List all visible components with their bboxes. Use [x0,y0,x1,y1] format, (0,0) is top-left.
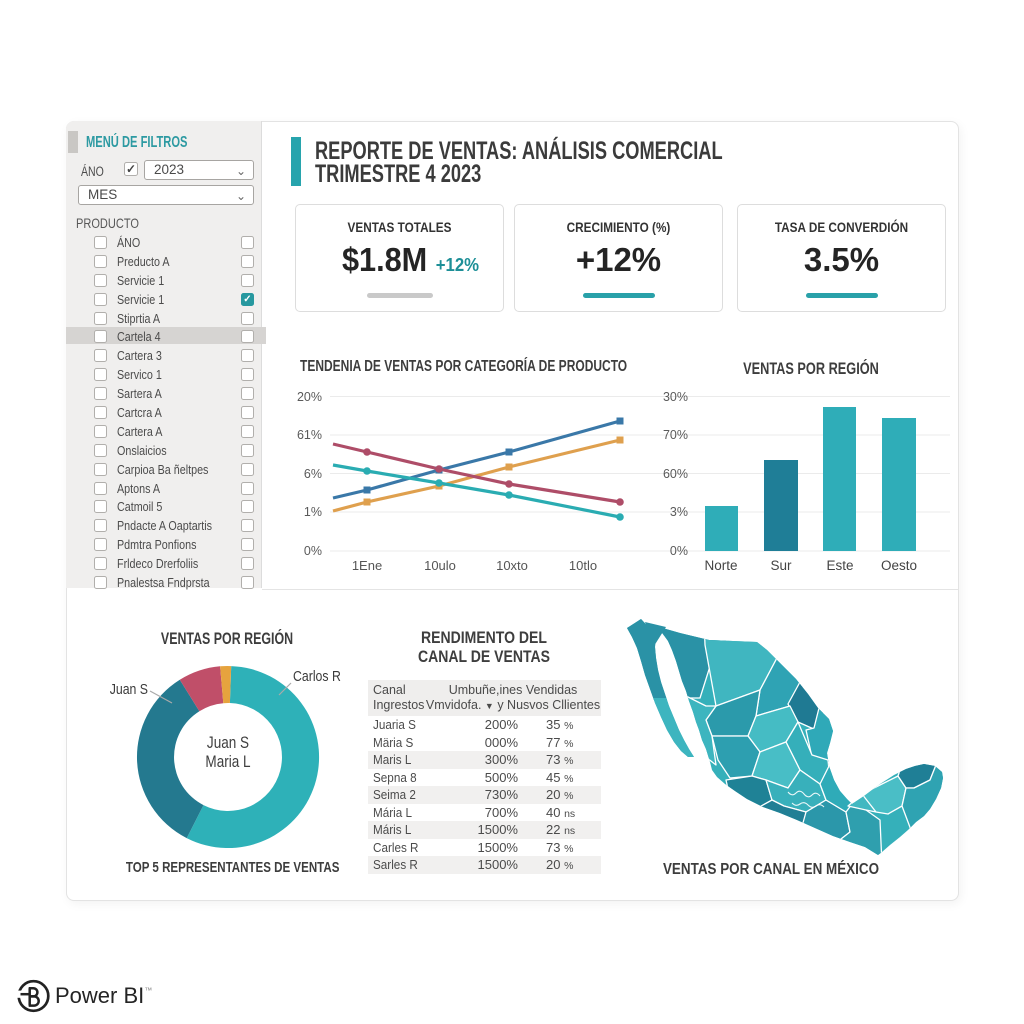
svg-text:61%: 61% [297,428,322,442]
svg-text:3%: 3% [670,505,688,519]
svg-text:1Ene: 1Ene [352,558,382,573]
svg-text:Sur: Sur [770,558,792,573]
svg-text:60%: 60% [663,467,688,481]
svg-text:0%: 0% [304,544,322,558]
svg-text:1%: 1% [304,505,322,519]
svg-text:30%: 30% [663,390,688,404]
svg-text:Norte: Norte [704,558,737,573]
svg-text:6%: 6% [304,467,322,481]
svg-text:0%: 0% [670,544,688,558]
svg-text:10tlo: 10tlo [569,558,597,573]
svg-text:10xto: 10xto [496,558,528,573]
svg-text:70%: 70% [663,428,688,442]
svg-text:Oesto: Oesto [881,558,917,573]
svg-text:20%: 20% [297,390,322,404]
svg-text:Este: Este [826,558,853,573]
svg-text:10ulo: 10ulo [424,558,456,573]
